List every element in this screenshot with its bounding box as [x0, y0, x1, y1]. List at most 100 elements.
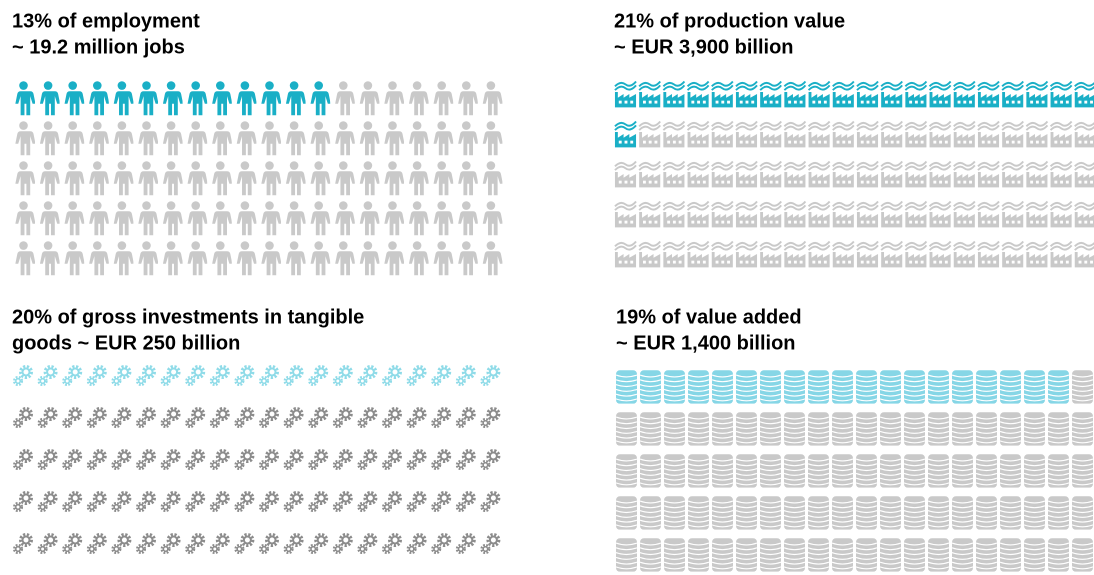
icon-filled: [1024, 369, 1045, 405]
icon-rest: [662, 160, 686, 188]
icon-rest: [688, 537, 709, 573]
icon-rest: [784, 453, 805, 489]
icon-rest: [1048, 411, 1069, 447]
icon-rest: [952, 160, 976, 188]
icon-rest: [928, 453, 949, 489]
icon-rest: [12, 449, 33, 471]
icon-filled: [952, 80, 976, 108]
icon-rest: [384, 241, 404, 276]
icon-filled: [381, 365, 402, 387]
icon-filled: [640, 369, 661, 405]
icon-rest: [735, 160, 758, 188]
icon-rest: [856, 411, 877, 447]
icon-rest: [359, 121, 380, 156]
icon-rest: [480, 449, 501, 471]
icon-rest: [408, 161, 429, 196]
icon-rest: [759, 200, 783, 228]
icon-rest: [831, 160, 855, 188]
icon-rest: [406, 491, 427, 513]
icon-filled: [480, 365, 501, 387]
icon-rest: [638, 240, 662, 268]
icon-rest: [258, 449, 279, 471]
icon-filled: [39, 81, 60, 116]
icon-rest: [357, 407, 378, 429]
icon-rest: [234, 491, 255, 513]
icon-rest: [832, 537, 853, 573]
icon-rest: [61, 449, 83, 471]
icon-rest: [928, 537, 949, 573]
icon-rest: [831, 200, 855, 228]
icon-filled: [712, 369, 733, 405]
icon-rest: [258, 491, 279, 513]
icon-rest: [384, 201, 404, 236]
icon-filled: [234, 365, 255, 387]
icon-rest: [928, 160, 952, 188]
icon-rest: [783, 200, 807, 228]
icon-rest: [1072, 537, 1093, 573]
icon-rest: [616, 453, 637, 489]
icon-filled: [856, 369, 877, 405]
icon-rest: [332, 491, 353, 513]
icon-rest: [712, 453, 733, 489]
icon-rest: [135, 533, 156, 555]
icon-rest: [480, 533, 501, 555]
icon-rest: [977, 240, 1000, 268]
icon-rest: [710, 200, 734, 228]
icon-rest: [359, 201, 380, 236]
icon-rest: [952, 200, 976, 228]
icon-rest: [458, 161, 478, 196]
icon-rest: [209, 491, 230, 513]
icon-rest: [808, 453, 829, 489]
icon-rest: [1001, 200, 1025, 228]
icon-rest: [458, 121, 478, 156]
icon-rest: [160, 449, 181, 471]
icon-rest: [359, 241, 380, 276]
icon-filled: [1001, 80, 1025, 108]
icon-rest: [710, 160, 734, 188]
icon-rest: [261, 161, 281, 196]
icon-rest: [86, 533, 107, 555]
icon-rest: [258, 533, 279, 555]
icon-rest: [37, 407, 58, 429]
icon-filled: [15, 81, 35, 116]
icon-filled: [310, 81, 331, 116]
icon-rest: [856, 240, 879, 268]
icon-rest: [880, 240, 904, 268]
icon-rest: [61, 491, 83, 513]
icon-rest: [856, 160, 879, 188]
icon-rest: [1024, 495, 1045, 531]
icon-rest: [160, 407, 181, 429]
icon-rest: [1024, 537, 1045, 573]
icon-rest: [138, 201, 158, 236]
icon-rest: [381, 449, 402, 471]
icon-rest: [710, 120, 734, 148]
icon-rest: [359, 161, 380, 196]
icon-rest: [1072, 369, 1093, 405]
icon-filled: [710, 80, 734, 108]
icon-rest: [64, 161, 85, 196]
icon-rest: [686, 160, 710, 188]
icon-rest: [455, 533, 476, 555]
icon-rest: [285, 241, 306, 276]
icon-filled: [614, 80, 637, 108]
icon-rest: [184, 533, 206, 555]
icon-rest: [688, 453, 709, 489]
icon-rest: [113, 241, 134, 276]
icon-rest: [856, 120, 879, 148]
icon-rest: [458, 241, 478, 276]
icon-filled: [831, 80, 855, 108]
icon-rest: [640, 453, 661, 489]
icon-rest: [952, 240, 976, 268]
icon-rest: [433, 81, 454, 116]
icon-rest: [688, 495, 709, 531]
icon-rest: [712, 537, 733, 573]
icon-rest: [455, 407, 476, 429]
icon-rest: [406, 407, 427, 429]
icon-rest: [1073, 120, 1094, 148]
icon-rest: [138, 121, 158, 156]
icon-filled: [61, 365, 83, 387]
icon-rest: [381, 533, 402, 555]
icon-filled: [160, 365, 181, 387]
icon-rest: [880, 160, 904, 188]
